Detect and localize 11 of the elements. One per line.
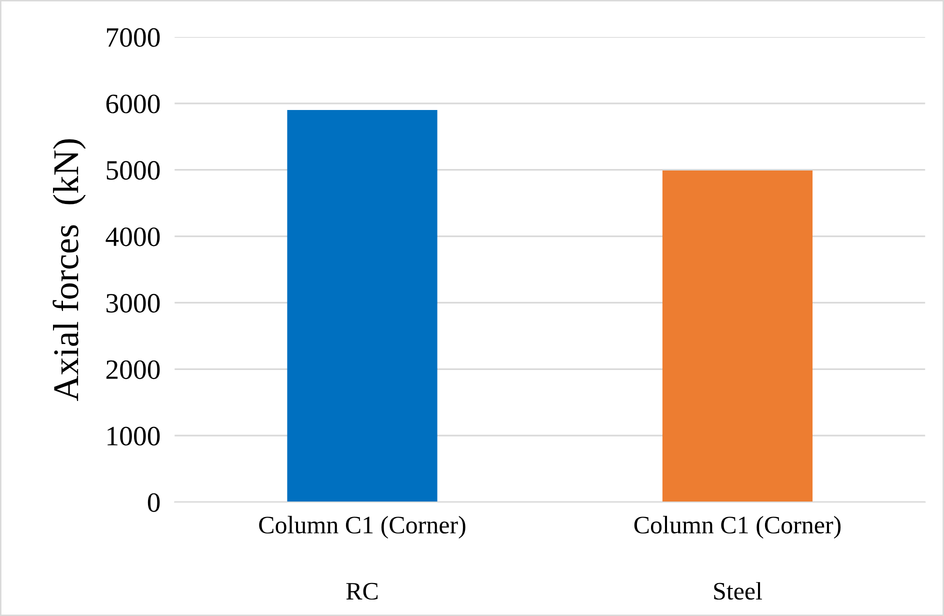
y-tick-label: 2000	[106, 360, 160, 380]
y-tick-label: 3000	[106, 294, 160, 313]
category-label: Column C1 (Corner) Steel	[634, 516, 841, 600]
y-tick-label: 0	[148, 493, 160, 512]
y-tick-label: 4000	[106, 227, 160, 246]
y-tick-label: 1000	[108, 426, 160, 446]
y-tick-label: 6000	[106, 94, 160, 114]
category-label: Column C1 (Corner) RC	[259, 516, 466, 600]
y-tick-label: 7000	[107, 28, 160, 47]
y-axis-title: Axial forces (kN)	[52, 139, 86, 401]
y-tick-label: 5000	[106, 161, 160, 180]
